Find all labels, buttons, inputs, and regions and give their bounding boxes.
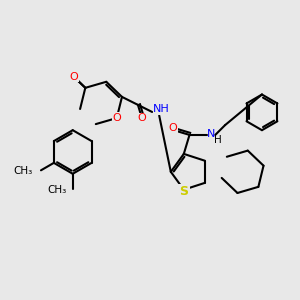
- Text: O: O: [137, 113, 146, 123]
- Text: CH₃: CH₃: [47, 184, 67, 195]
- Text: N: N: [207, 129, 215, 139]
- Text: NH: NH: [153, 104, 170, 114]
- Text: H: H: [214, 135, 222, 145]
- Text: O: O: [169, 123, 178, 133]
- Text: CH₃: CH₃: [14, 166, 33, 176]
- Text: O: O: [112, 113, 121, 123]
- Text: O: O: [70, 72, 78, 82]
- Text: S: S: [179, 185, 188, 198]
